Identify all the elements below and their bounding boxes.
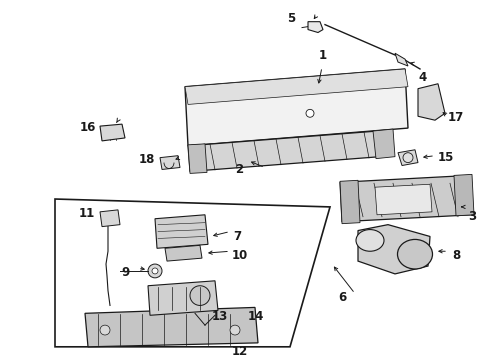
Polygon shape [155, 215, 208, 248]
Polygon shape [375, 184, 432, 215]
Polygon shape [340, 175, 472, 222]
Ellipse shape [356, 230, 384, 251]
Text: 17: 17 [448, 111, 464, 124]
Polygon shape [148, 281, 218, 315]
Ellipse shape [397, 239, 433, 269]
Polygon shape [188, 130, 393, 171]
Text: 8: 8 [452, 249, 460, 262]
Polygon shape [398, 150, 418, 166]
Circle shape [230, 325, 240, 335]
Polygon shape [395, 53, 408, 66]
Text: 4: 4 [418, 71, 426, 84]
Polygon shape [358, 225, 430, 274]
Circle shape [403, 153, 413, 163]
Polygon shape [308, 22, 323, 32]
Polygon shape [100, 210, 120, 226]
Text: 5: 5 [287, 12, 295, 25]
Text: 12: 12 [232, 345, 248, 358]
Polygon shape [418, 84, 445, 120]
Text: 3: 3 [468, 210, 476, 223]
Text: 6: 6 [338, 291, 346, 303]
Text: 9: 9 [122, 266, 130, 279]
Text: 11: 11 [79, 207, 95, 220]
Text: 10: 10 [232, 249, 248, 262]
Polygon shape [100, 124, 125, 141]
Circle shape [306, 109, 314, 117]
Circle shape [100, 325, 110, 335]
Polygon shape [373, 129, 395, 159]
Text: 16: 16 [80, 121, 96, 134]
Text: 7: 7 [233, 230, 241, 243]
Polygon shape [160, 156, 180, 170]
Text: 1: 1 [319, 49, 327, 62]
Text: 18: 18 [139, 153, 155, 166]
Text: 14: 14 [248, 310, 265, 323]
Polygon shape [454, 174, 474, 216]
Text: 2: 2 [235, 163, 243, 176]
Polygon shape [185, 69, 408, 146]
Circle shape [152, 268, 158, 274]
Ellipse shape [363, 229, 417, 264]
Circle shape [148, 264, 162, 278]
Polygon shape [340, 180, 360, 224]
Polygon shape [165, 245, 202, 261]
Circle shape [190, 286, 210, 305]
Text: 15: 15 [438, 151, 454, 164]
Polygon shape [85, 307, 258, 347]
Polygon shape [188, 144, 207, 174]
Text: 13: 13 [212, 310, 228, 323]
Polygon shape [185, 69, 408, 104]
